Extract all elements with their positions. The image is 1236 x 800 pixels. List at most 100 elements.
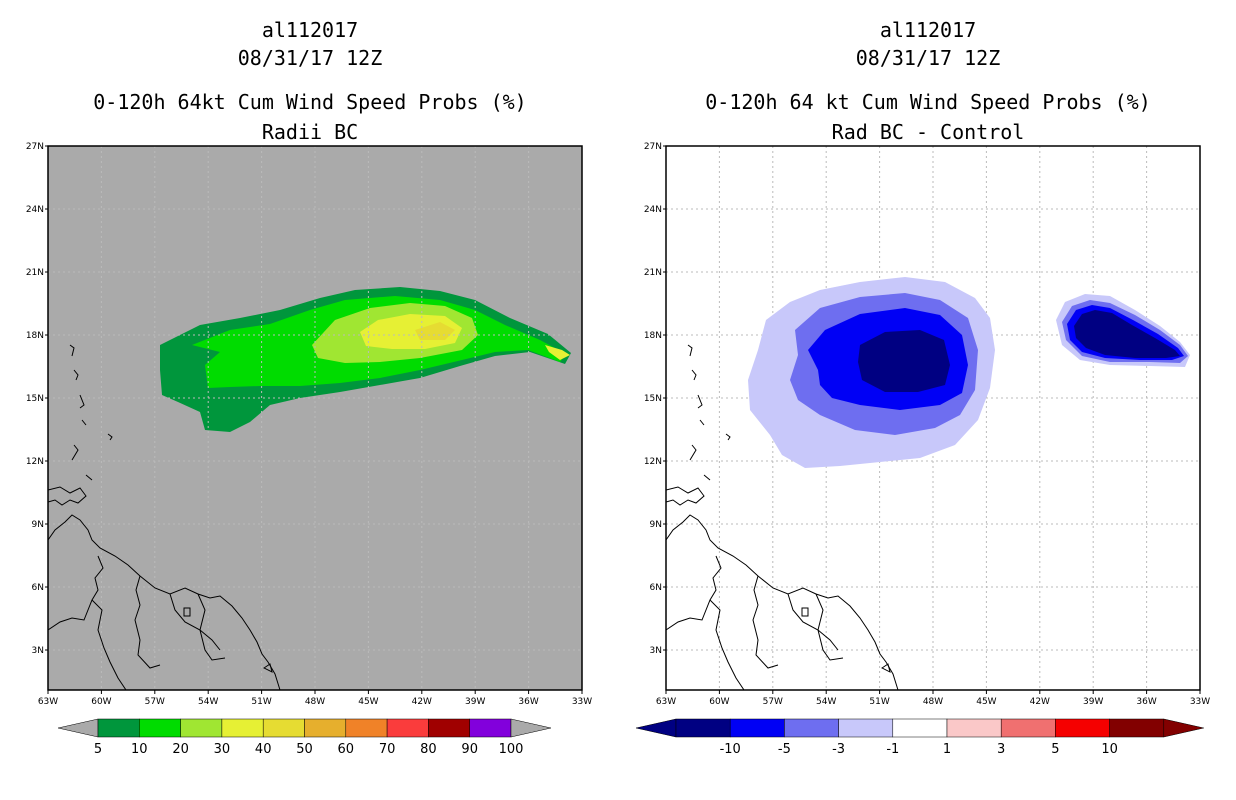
colorbar-swatch <box>838 718 894 738</box>
colorbar-swatch <box>892 718 948 738</box>
lon-label: 60W <box>709 697 729 707</box>
lat-label: 21N <box>26 268 44 278</box>
right-product-title: 0-120h 64 kt Cum Wind Speed Probs (%) <box>705 90 1151 114</box>
lat-label: 12N <box>26 457 44 467</box>
right-subtitle: Rad BC - Control <box>831 120 1025 144</box>
colorbar-swatch <box>1109 718 1165 738</box>
right-difference-contours <box>748 277 1190 468</box>
lon-label: 51W <box>869 697 889 707</box>
right-lat-labels: 27N 24N 21N 18N 15N 12N 9N 6N 3N <box>644 142 666 656</box>
lat-label: 15N <box>26 394 44 404</box>
lon-label: 63W <box>656 697 676 707</box>
colorbar-label: 5 <box>1051 742 1059 757</box>
colorbar-tip <box>57 718 99 738</box>
colorbar-label: -3 <box>832 742 845 757</box>
lat-label: 9N <box>650 520 662 530</box>
left-datetime: 08/31/17 12Z <box>237 46 383 70</box>
colorbar-swatch <box>469 718 512 738</box>
lon-label: 45W <box>358 697 378 707</box>
colorbar-swatch <box>1055 718 1110 738</box>
colorbar-swatch <box>946 718 1002 738</box>
right-datetime: 08/31/17 12Z <box>855 46 1001 70</box>
lat-label: 3N <box>650 646 662 656</box>
right-map: 27N 24N 21N 18N 15N 12N 9N 6N 3N 63W 60W 57W 54W 51W… <box>644 142 1210 707</box>
lat-label: 27N <box>644 142 662 152</box>
colorbar-label: 60 <box>338 742 355 757</box>
colorbar-label: 100 <box>499 742 524 757</box>
left-subtitle: Radii BC <box>261 120 359 144</box>
left-lat-labels: 27N 24N 21N 18N 15N 12N 9N 6N 3N <box>26 142 48 656</box>
right-colorbar: -10 -5 -3 -1 1 3 5 10 <box>635 718 1204 757</box>
lat-label: 9N <box>32 520 44 530</box>
lon-label: 63W <box>38 697 58 707</box>
colorbar-label: -5 <box>778 742 791 757</box>
lat-label: 12N <box>644 457 662 467</box>
lat-label: 18N <box>26 331 44 341</box>
lon-label: 39W <box>465 697 485 707</box>
lon-label: 42W <box>412 697 432 707</box>
colorbar-swatch <box>345 718 388 738</box>
colorbar-swatch <box>428 718 470 738</box>
lat-label: 15N <box>644 394 662 404</box>
left-grid <box>48 146 582 690</box>
colorbar-swatch <box>1000 718 1056 738</box>
colorbar-swatch <box>139 718 181 738</box>
colorbar-label: 1 <box>943 742 951 757</box>
colorbar-label: 40 <box>255 742 272 757</box>
colorbar-label: 90 <box>461 742 478 757</box>
lon-label: 33W <box>572 697 592 707</box>
lon-label: 48W <box>923 697 943 707</box>
right-coastlines <box>666 344 899 690</box>
colorbar-swatch <box>675 718 731 738</box>
colorbar-label: -1 <box>886 742 899 757</box>
lat-label: 27N <box>26 142 44 152</box>
lon-label: 39W <box>1083 697 1103 707</box>
colorbar-label: 50 <box>296 742 313 757</box>
lat-label: 18N <box>644 331 662 341</box>
colorbar-swatch <box>386 718 429 738</box>
left-lon-labels: 63W 60W 57W 54W 51W 48W 45W 42W 39W 36W 33W <box>38 690 592 707</box>
colorbar-swatch <box>729 718 785 738</box>
lon-label: 48W <box>305 697 325 707</box>
colorbar-label: 3 <box>997 742 1005 757</box>
right-storm-id: al112017 <box>879 18 977 42</box>
lat-label: 21N <box>644 268 662 278</box>
colorbar-swatch <box>262 718 305 738</box>
colorbar-label: -10 <box>720 742 741 757</box>
colorbar-label: 30 <box>214 742 231 757</box>
colorbar-swatch <box>304 718 347 738</box>
colorbar-swatch <box>221 718 264 738</box>
left-colorbar: 5 10 20 30 40 50 60 70 80 90 100 <box>57 718 552 757</box>
lat-label: 24N <box>26 205 44 215</box>
lon-label: 57W <box>145 697 165 707</box>
colorbar-label: 70 <box>379 742 396 757</box>
left-map: 27N 24N 21N 18N 15N 12N 9N 6N 3N 63W 60W 57W 54W 51W… <box>26 142 592 707</box>
left-probability-contours <box>160 287 571 432</box>
colorbar-tip <box>510 718 552 738</box>
left-storm-id: al112017 <box>261 18 359 42</box>
lat-label: 3N <box>32 646 44 656</box>
colorbar-swatch <box>180 718 223 738</box>
lon-label: 54W <box>816 697 836 707</box>
lon-label: 60W <box>91 697 111 707</box>
lon-label: 54W <box>198 697 218 707</box>
colorbar-label: 10 <box>1101 742 1118 757</box>
left-coastlines <box>48 344 281 690</box>
lon-label: 42W <box>1030 697 1050 707</box>
colorbar-label: 80 <box>420 742 437 757</box>
colorbar-label: 5 <box>94 742 102 757</box>
colorbar-swatch <box>784 718 839 738</box>
right-lon-labels: 63W 60W 57W 54W 51W 48W 45W 42W 39W 36W 33W <box>656 690 1210 707</box>
lat-label: 6N <box>32 583 44 593</box>
lon-label: 57W <box>763 697 783 707</box>
lon-label: 51W <box>251 697 271 707</box>
lon-label: 36W <box>1136 697 1156 707</box>
colorbar-tip <box>1163 718 1204 738</box>
lat-label: 6N <box>650 583 662 593</box>
colorbar-swatch <box>97 718 140 738</box>
colorbar-tip <box>635 718 677 738</box>
lon-label: 36W <box>518 697 538 707</box>
colorbar-label: 10 <box>131 742 148 757</box>
colorbar-label: 20 <box>172 742 189 757</box>
